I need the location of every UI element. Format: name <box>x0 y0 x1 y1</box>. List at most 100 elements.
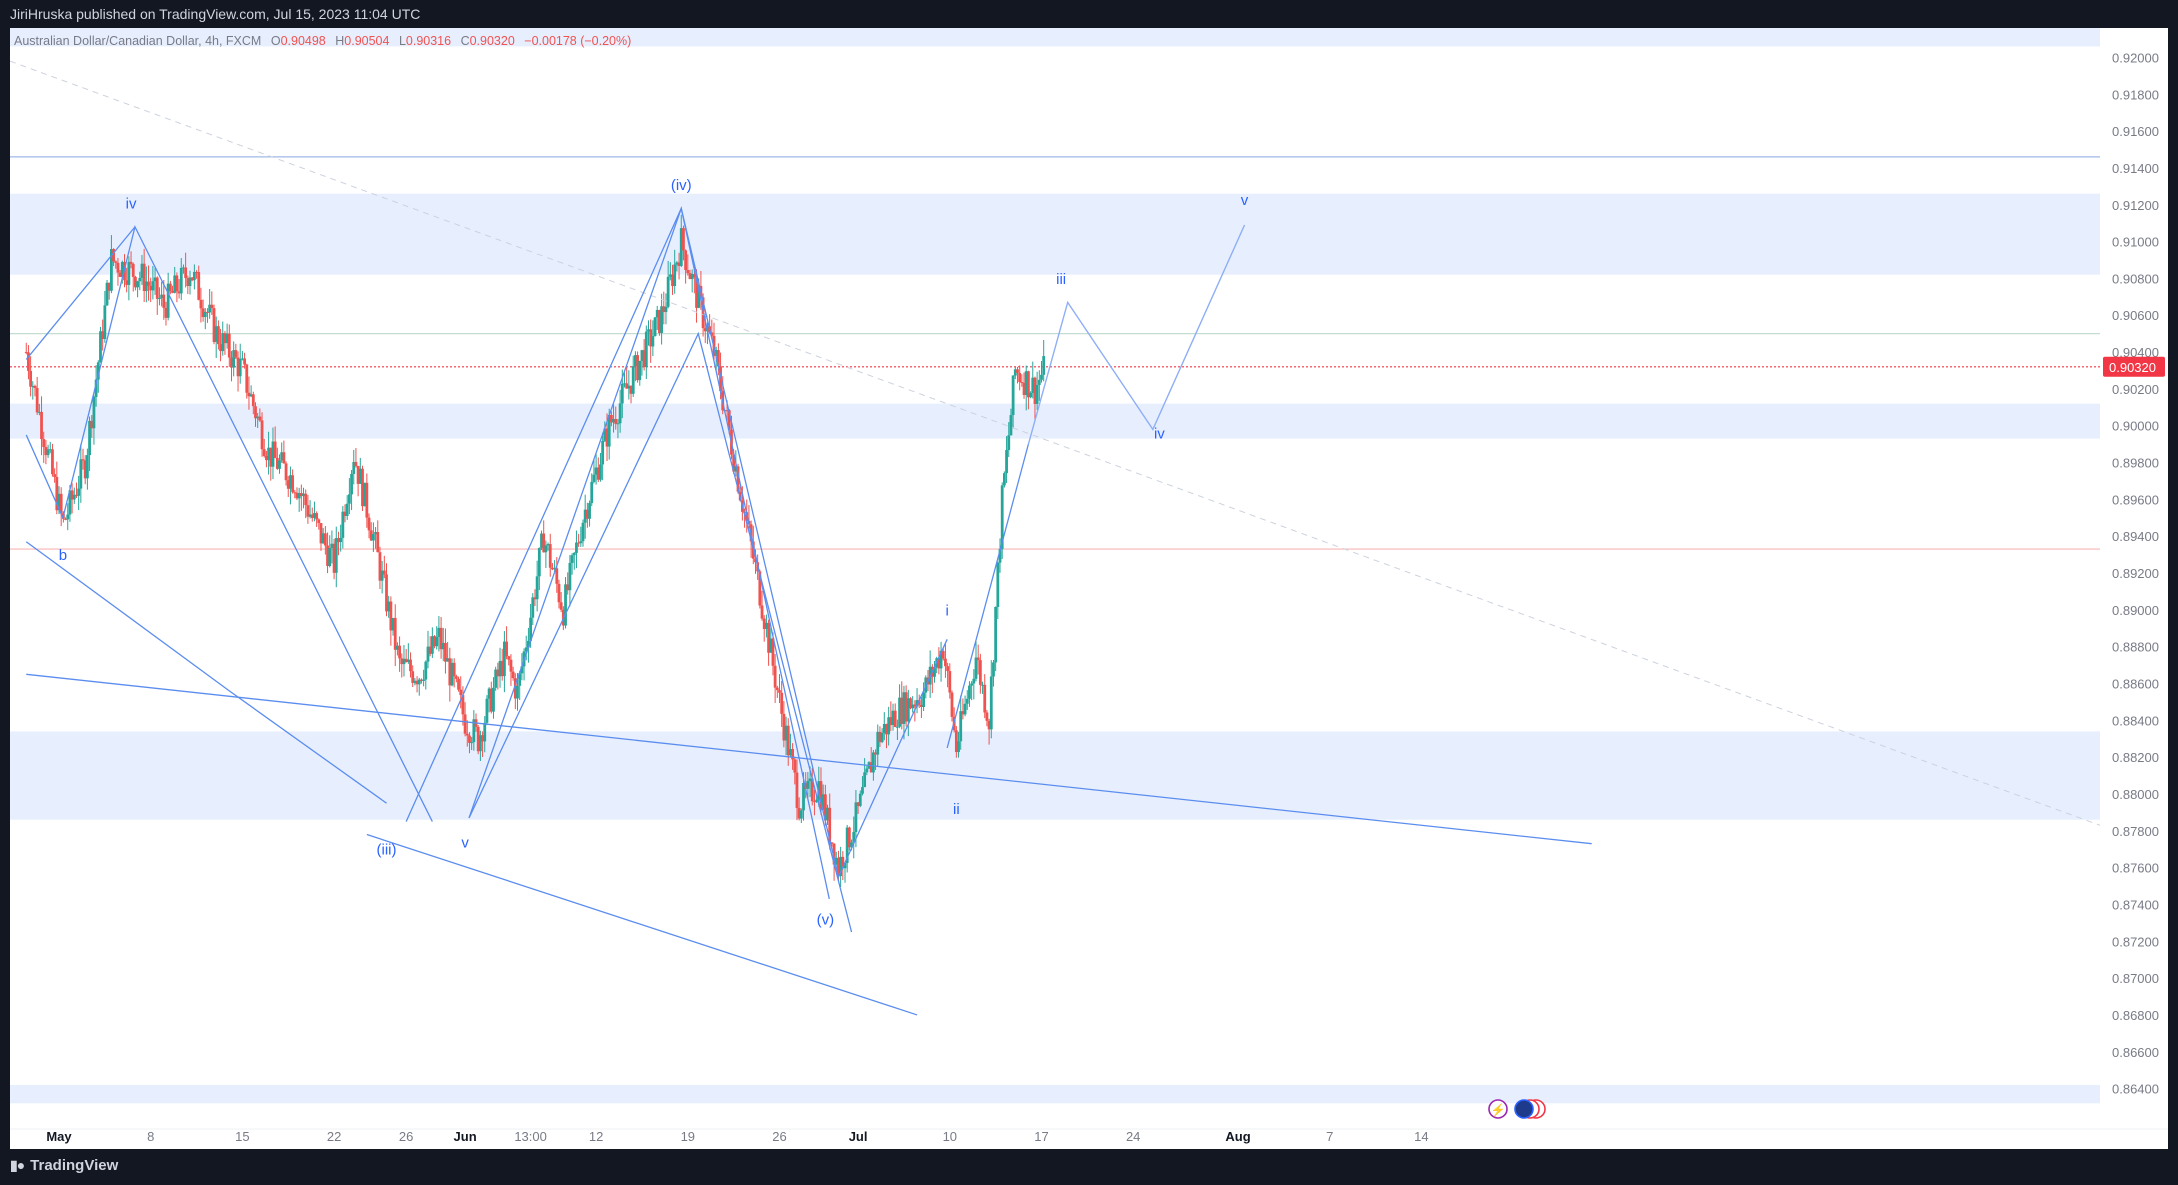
candle-body <box>503 641 506 677</box>
candle-body <box>197 272 201 300</box>
candle-body <box>59 493 63 514</box>
candle-body <box>245 364 249 393</box>
candle-body <box>101 331 105 339</box>
candle-body <box>267 447 270 461</box>
candle-body <box>688 273 692 280</box>
candle-body <box>653 317 657 337</box>
candle-body <box>118 272 122 277</box>
candle-body <box>944 658 947 667</box>
candle-body <box>400 658 404 665</box>
candle-body <box>494 669 498 688</box>
candle-body <box>363 482 367 507</box>
candle-body <box>212 308 216 343</box>
candle-body <box>164 307 168 318</box>
candle-body <box>230 357 233 368</box>
price-zone <box>10 28 2100 47</box>
candle-body <box>64 518 67 520</box>
candle-body <box>457 678 460 690</box>
candle-body <box>315 513 319 520</box>
price-tick-label: 0.88000 <box>2112 787 2159 802</box>
price-tick-label: 0.91400 <box>2112 161 2159 176</box>
candle-body <box>415 680 419 685</box>
price-tick-label: 0.91600 <box>2112 124 2159 139</box>
time-tick-label: 24 <box>1126 1129 1140 1144</box>
candle-body <box>664 306 668 313</box>
candle-body <box>391 617 395 631</box>
candle-body <box>496 669 500 677</box>
candle-body <box>553 568 557 570</box>
candle-body <box>142 263 146 292</box>
wave-label: iv <box>126 195 137 212</box>
candle-body <box>214 326 218 343</box>
price-tick-label: 0.90000 <box>2112 419 2159 434</box>
candle-body <box>972 678 976 684</box>
price-axis <box>2100 28 2168 1149</box>
footer-bar: ▮● TradingView <box>0 1149 2178 1185</box>
candle-body <box>992 662 995 677</box>
candle-body <box>642 350 646 368</box>
candle-body <box>112 249 115 262</box>
candle-body <box>518 673 522 686</box>
candle-body <box>44 447 48 456</box>
candle-body <box>948 671 952 693</box>
candle-body <box>53 474 57 477</box>
candle-body <box>861 787 864 794</box>
last-price-label: 0.90320 <box>2109 360 2156 375</box>
candle-body <box>282 452 286 464</box>
candle-body <box>452 662 456 677</box>
candle-body <box>254 406 257 419</box>
candle-body <box>1000 485 1004 549</box>
candle-body <box>961 711 965 715</box>
candle-body <box>531 597 535 618</box>
candle-body <box>985 712 989 721</box>
candle-body <box>592 474 596 482</box>
candle-body <box>140 263 144 278</box>
candle-body <box>876 731 880 755</box>
candle-body <box>500 660 504 677</box>
candle-body <box>208 304 212 313</box>
price-tick-label: 0.87800 <box>2112 824 2159 839</box>
candle-body <box>151 281 155 291</box>
earnings-event-icon[interactable] <box>1488 1099 1508 1119</box>
candle-body <box>714 350 718 356</box>
candle-body <box>891 710 895 725</box>
candle-body <box>304 493 308 506</box>
flag-event-icon[interactable] <box>1514 1099 1534 1119</box>
candle-body <box>437 627 441 638</box>
price-tick-label: 0.90600 <box>2112 308 2159 323</box>
candle-body <box>27 352 30 371</box>
candle-body <box>361 468 364 507</box>
candle-body <box>77 488 81 496</box>
candle-body <box>754 558 757 563</box>
price-tick-label: 0.89200 <box>2112 566 2159 581</box>
candle-body <box>1011 375 1015 416</box>
wave-line <box>25 541 387 804</box>
candle-body <box>719 366 722 392</box>
candle-body <box>55 476 59 511</box>
candle-body <box>402 658 406 665</box>
candle-body <box>551 567 554 570</box>
candle-body <box>411 671 415 683</box>
candle-body <box>885 723 888 735</box>
candle-body <box>134 276 137 288</box>
candle-body <box>352 461 356 474</box>
price-tick-label: 0.87400 <box>2112 897 2159 912</box>
candle-body <box>256 416 260 419</box>
candle-body <box>668 274 672 277</box>
candle-body <box>880 732 884 743</box>
legend-high: 0.90504 <box>344 34 389 48</box>
candle-body <box>863 772 867 788</box>
candle-body <box>732 454 736 472</box>
tradingview-logo[interactable]: ▮● TradingView <box>10 1157 118 1174</box>
candle-body <box>262 449 266 456</box>
candle-body <box>341 511 345 538</box>
chart-area[interactable]: iv b (iii) v (iv) (v) i ii iii iv v 0.92000 0.91800… <box>9 28 2168 1149</box>
legend-low: 0.90316 <box>406 34 451 48</box>
candle-body <box>727 410 731 430</box>
candle-body <box>175 275 179 292</box>
candle-body <box>904 692 908 722</box>
candle-body <box>789 749 792 756</box>
legend-text[interactable]: Australian Dollar/Canadian Dollar, 4h, F… <box>14 34 631 48</box>
candle-body <box>306 505 310 517</box>
